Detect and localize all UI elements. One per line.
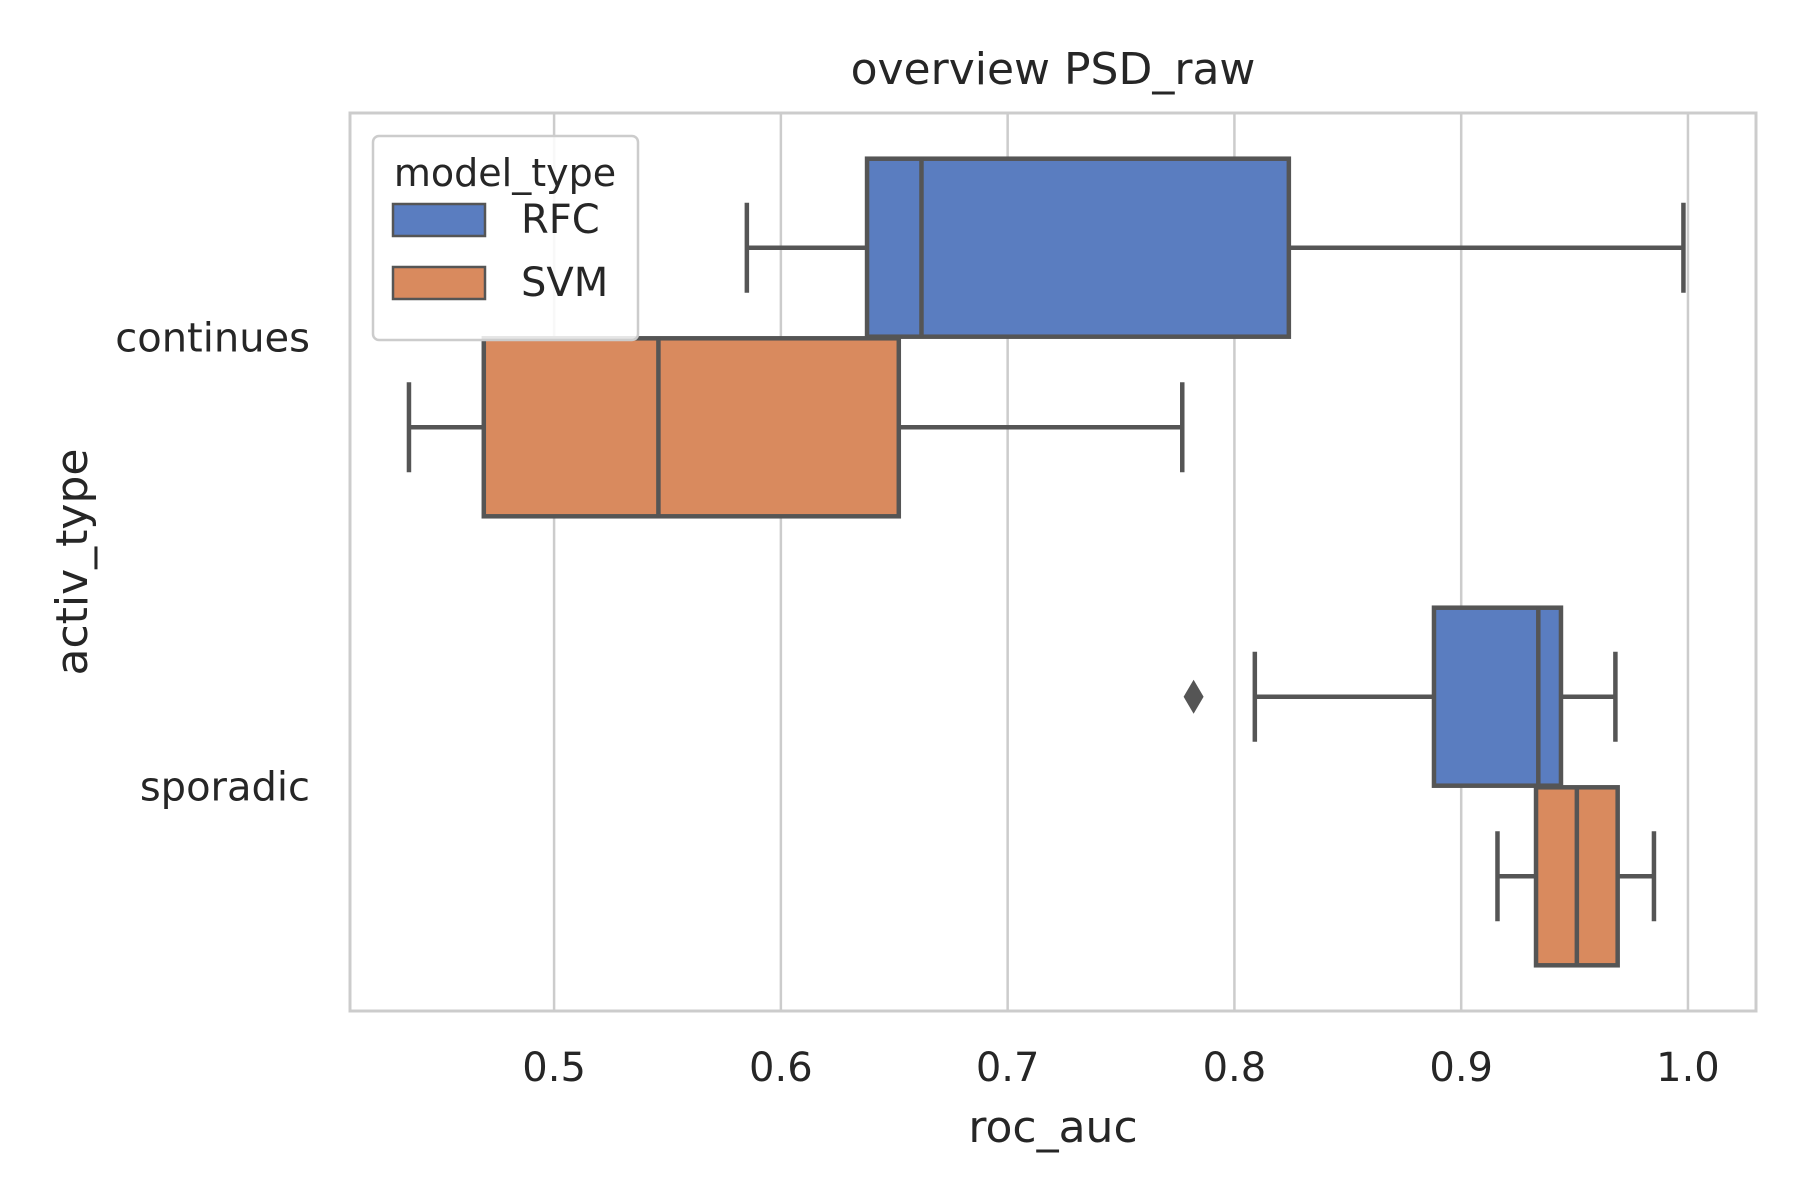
y-tick-labels: continues sporadic [115, 316, 310, 811]
x-tick-label: 0.6 [749, 1045, 813, 1091]
legend-label-svm: SVM [521, 260, 608, 306]
box-iqr [864, 156, 1292, 339]
x-tick-label: 1.0 [1656, 1045, 1720, 1091]
box-svm-sporadic [1495, 785, 1657, 968]
outlier-point [1183, 679, 1204, 714]
y-axis-label: activ_type [47, 449, 98, 676]
x-tick-label: 0.7 [976, 1045, 1040, 1091]
chart-title: overview PSD_raw [851, 44, 1256, 95]
box-rfc-continues [744, 156, 1686, 339]
legend-entries: RFC SVM [391, 197, 608, 306]
box-iqr [481, 336, 902, 519]
box-layer [406, 156, 1686, 968]
legend-swatch-svm [391, 265, 487, 301]
x-tick-label: 0.5 [522, 1045, 586, 1091]
legend-title: model_type [394, 151, 616, 195]
box-iqr [1431, 605, 1564, 788]
x-tick-label: 0.8 [1203, 1045, 1267, 1091]
y-tick-label: sporadic [140, 765, 310, 811]
y-tick-label: continues [115, 316, 310, 362]
legend-swatch-rfc [391, 202, 487, 238]
box-rfc-sporadic [1183, 605, 1618, 788]
legend-label-rfc: RFC [521, 197, 600, 243]
legend: model_type RFC SVM [371, 134, 640, 342]
x-axis-label: roc_auc [968, 1102, 1137, 1153]
x-tick-labels: 0.5 0.6 0.7 0.8 0.9 1.0 [522, 1045, 1719, 1091]
x-tick-label: 0.9 [1429, 1045, 1493, 1091]
box-svm-continues [406, 336, 1185, 519]
